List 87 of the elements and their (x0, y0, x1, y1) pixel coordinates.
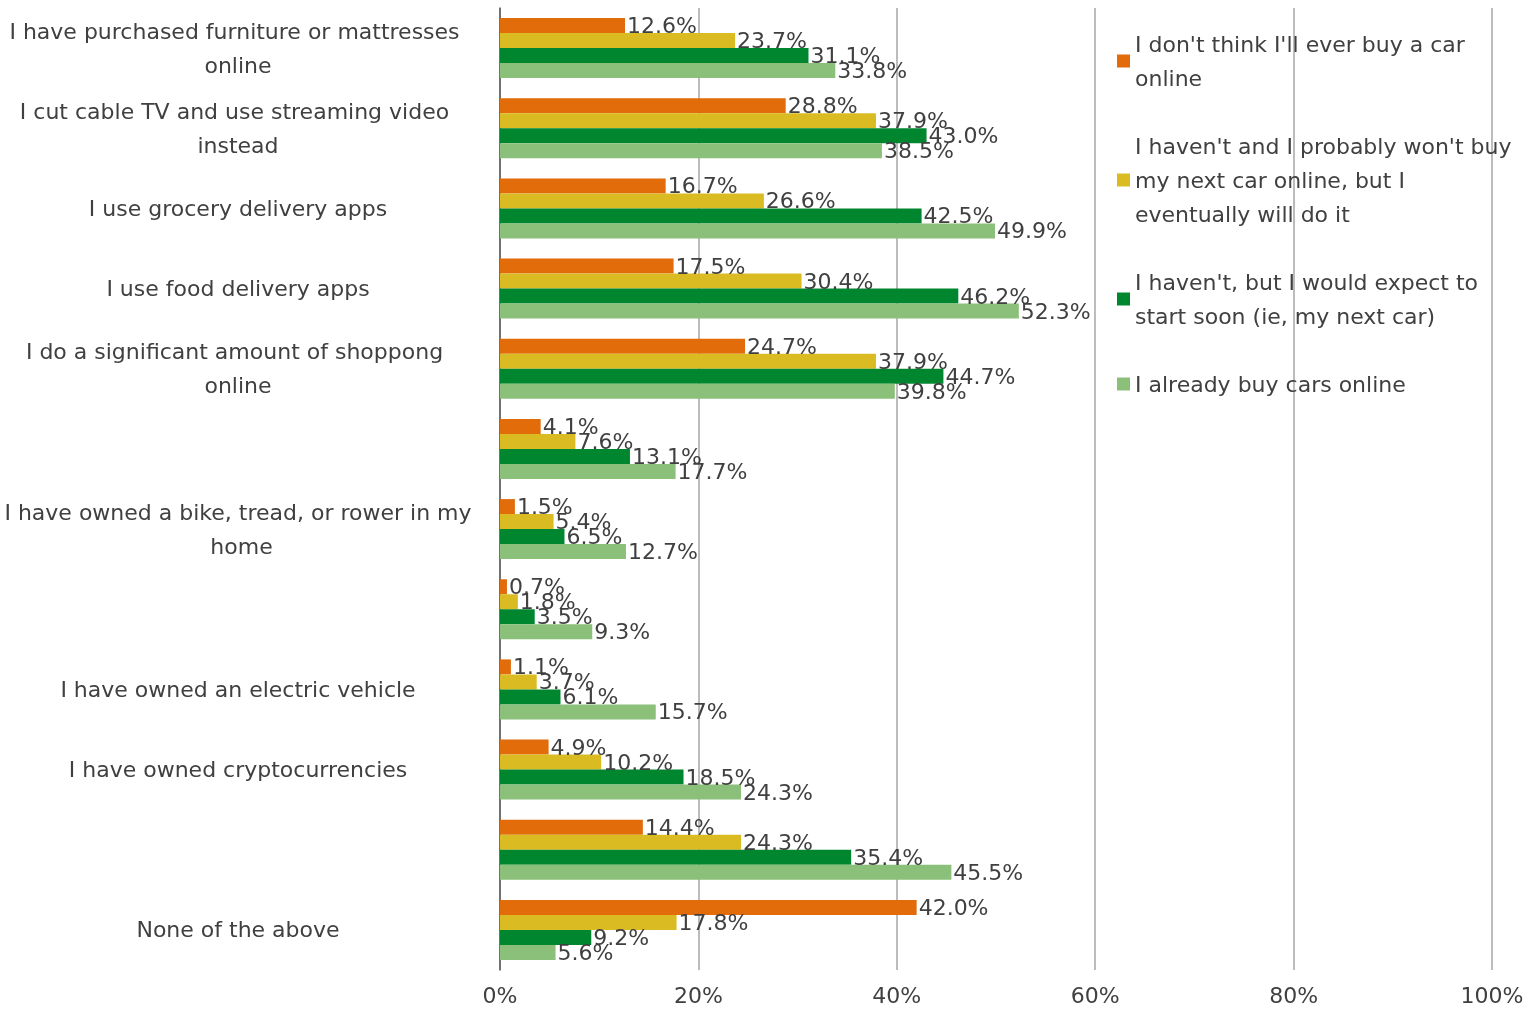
data-label: 26.6% (765, 188, 836, 214)
bar (500, 819, 643, 835)
bar (500, 288, 959, 304)
x-tick-label: 0% (482, 982, 518, 1008)
data-label: 24.7% (747, 333, 817, 359)
bar (500, 529, 565, 545)
bar (500, 463, 676, 479)
y-tick-label: I use food delivery apps (106, 276, 370, 302)
bar (500, 208, 922, 224)
x-tick-label: 80% (1269, 982, 1319, 1008)
y-tick-label: I have owned an electric vehicle (60, 676, 416, 702)
bar (500, 499, 515, 515)
bar (500, 914, 677, 930)
data-label: 45.5% (953, 859, 1024, 885)
data-label: 37.9% (877, 348, 948, 374)
bar (500, 113, 876, 129)
data-label: 17.8% (678, 909, 749, 935)
bar (500, 353, 876, 369)
data-label: 23.7% (737, 28, 807, 54)
bar (500, 849, 852, 865)
bar (500, 98, 786, 114)
legend-label: I haven't and I probably won't buy my next car online, but I eventually will do it (1135, 133, 1519, 227)
bar (500, 659, 511, 675)
x-tick-label: 40% (872, 982, 922, 1008)
bar (500, 178, 666, 194)
data-label: 17.5% (675, 253, 746, 279)
bar (500, 899, 917, 915)
legend-label: I already buy cars online (1135, 371, 1406, 397)
data-label: 49.9% (997, 218, 1067, 244)
bar (500, 128, 927, 144)
bar (500, 143, 882, 159)
data-label: 12.7% (627, 539, 698, 565)
bar (500, 739, 549, 755)
bar (500, 769, 684, 785)
data-label: 35.4% (853, 844, 924, 870)
bar (500, 383, 895, 399)
bar (500, 579, 507, 595)
bar (500, 448, 630, 464)
data-label: 24.3% (743, 829, 813, 855)
bar (500, 674, 537, 690)
data-label: 30.4% (803, 268, 874, 294)
y-tick-label: I have purchased furniture or mattresses online (9, 18, 467, 78)
data-label: 42.0% (918, 894, 989, 920)
bar (500, 63, 836, 79)
x-tick-label: 100% (1460, 982, 1524, 1008)
data-label: 42.5% (923, 203, 994, 229)
bar (500, 48, 809, 64)
bar (500, 338, 746, 354)
bar (500, 223, 996, 239)
data-label: 15.7% (657, 699, 728, 725)
bar (500, 784, 742, 800)
data-label: 14.4% (644, 814, 715, 840)
bar (500, 594, 518, 610)
data-label: 9.3% (594, 619, 651, 645)
bar (500, 258, 674, 274)
x-tick-label: 20% (673, 982, 723, 1008)
bar (500, 273, 802, 289)
bar (500, 834, 742, 850)
bar (500, 704, 656, 720)
y-tick-label: I use grocery delivery apps (88, 195, 388, 221)
bar (500, 368, 944, 384)
bar (500, 689, 561, 705)
legend-label: I don't think I'll ever buy a car online (1135, 31, 1472, 91)
bar (500, 303, 1019, 319)
bar (500, 418, 541, 434)
data-label: 28.8% (787, 93, 858, 119)
legend-label: I haven't, but I would expect to start soon (ie, my next car) (1135, 269, 1486, 329)
y-tick-label: I have owned a bike, tread, or rower in my home (4, 499, 472, 559)
bar (500, 609, 535, 625)
bar (500, 18, 625, 34)
bar (500, 514, 554, 530)
bar (500, 33, 736, 49)
x-tick-label: 60% (1070, 982, 1120, 1008)
bar (500, 624, 593, 640)
bar (500, 929, 592, 945)
bar (500, 193, 764, 209)
bar (500, 433, 576, 449)
bar (500, 754, 602, 770)
bar (500, 544, 626, 560)
y-tick-label: I have owned cryptocurrencies (68, 757, 408, 783)
data-label: 12.6% (626, 13, 697, 39)
data-label: 16.7% (667, 173, 738, 199)
y-tick-label: I cut cable TV and use streaming video instead (19, 98, 457, 158)
bar (500, 944, 556, 960)
y-tick-label: I do a significant amount of shoppong online (25, 339, 451, 399)
y-tick-label: None of the above (136, 917, 340, 943)
bar (500, 864, 952, 880)
